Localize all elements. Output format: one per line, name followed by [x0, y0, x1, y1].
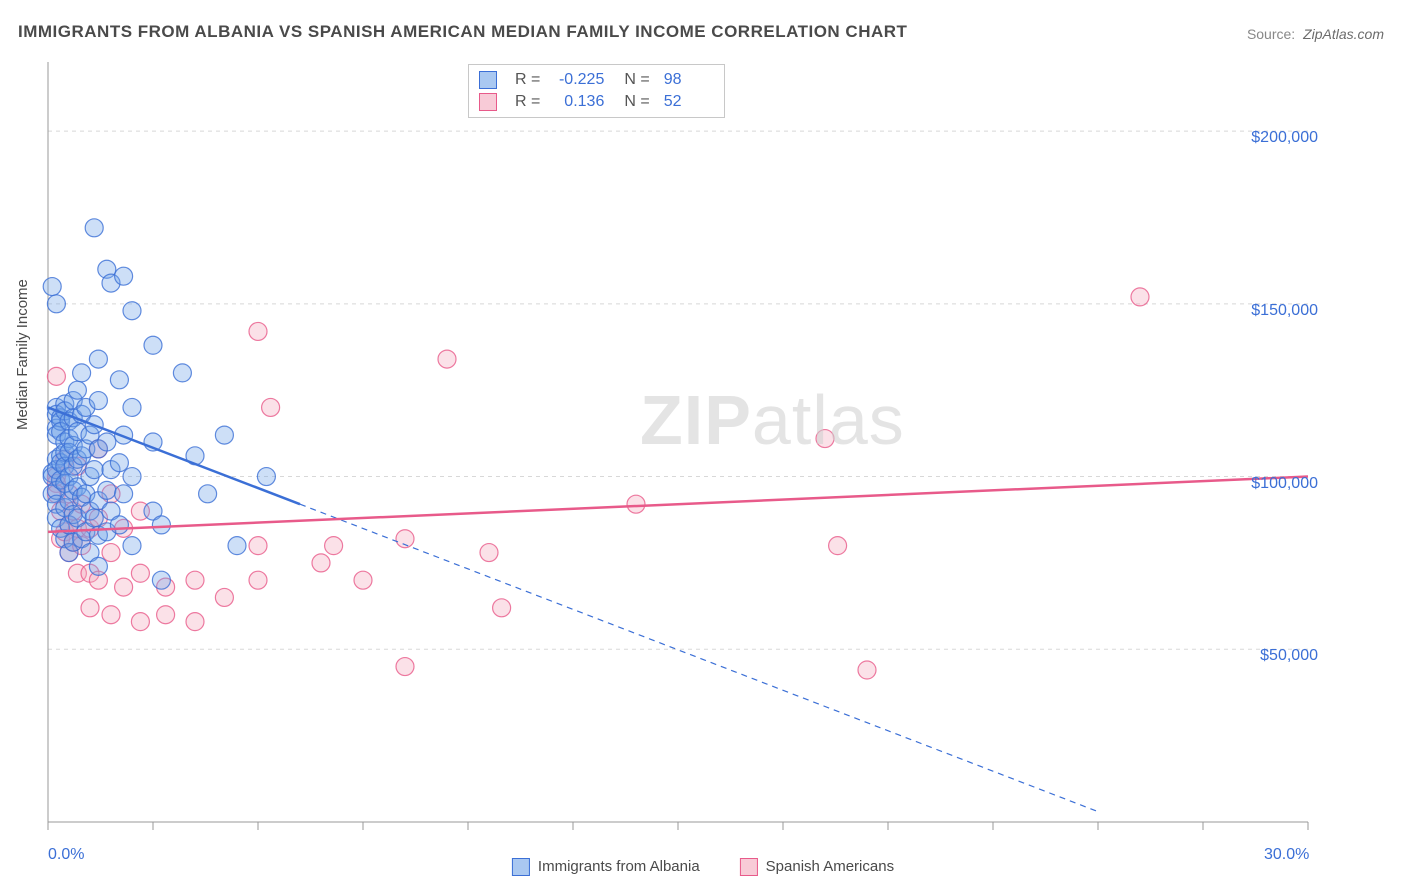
legend-swatch	[479, 71, 497, 89]
legend-item: Spanish Americans	[740, 858, 894, 876]
n-label: N =	[624, 71, 649, 89]
r-label: R =	[515, 93, 540, 111]
correlation-legend-row: R = 0.136 N = 52	[479, 91, 714, 113]
series-legend: Immigrants from Albania Spanish Americans	[512, 842, 894, 892]
n-value: 98	[664, 71, 714, 89]
x-tick-label: 30.0%	[1264, 846, 1309, 864]
y-tick-label: $100,000	[1228, 475, 1318, 493]
r-value: 0.136	[554, 93, 604, 111]
correlation-legend: R = -0.225 N = 98 R = 0.136 N = 52	[468, 64, 725, 118]
correlation-legend-row: R = -0.225 N = 98	[479, 69, 714, 91]
legend-swatch	[479, 93, 497, 111]
r-value: -0.225	[554, 71, 604, 89]
n-label: N =	[624, 93, 649, 111]
y-tick-label: $200,000	[1228, 129, 1318, 147]
legend-label: Immigrants from Albania	[538, 858, 700, 875]
y-tick-label: $150,000	[1228, 302, 1318, 320]
r-label: R =	[515, 71, 540, 89]
n-value: 52	[664, 93, 714, 111]
scatter-chart	[0, 0, 1406, 892]
legend-swatch	[740, 858, 758, 876]
x-tick-label: 0.0%	[48, 846, 84, 864]
legend-label: Spanish Americans	[766, 858, 894, 875]
y-tick-label: $50,000	[1228, 647, 1318, 665]
legend-swatch	[512, 858, 530, 876]
legend-item: Immigrants from Albania	[512, 858, 700, 876]
